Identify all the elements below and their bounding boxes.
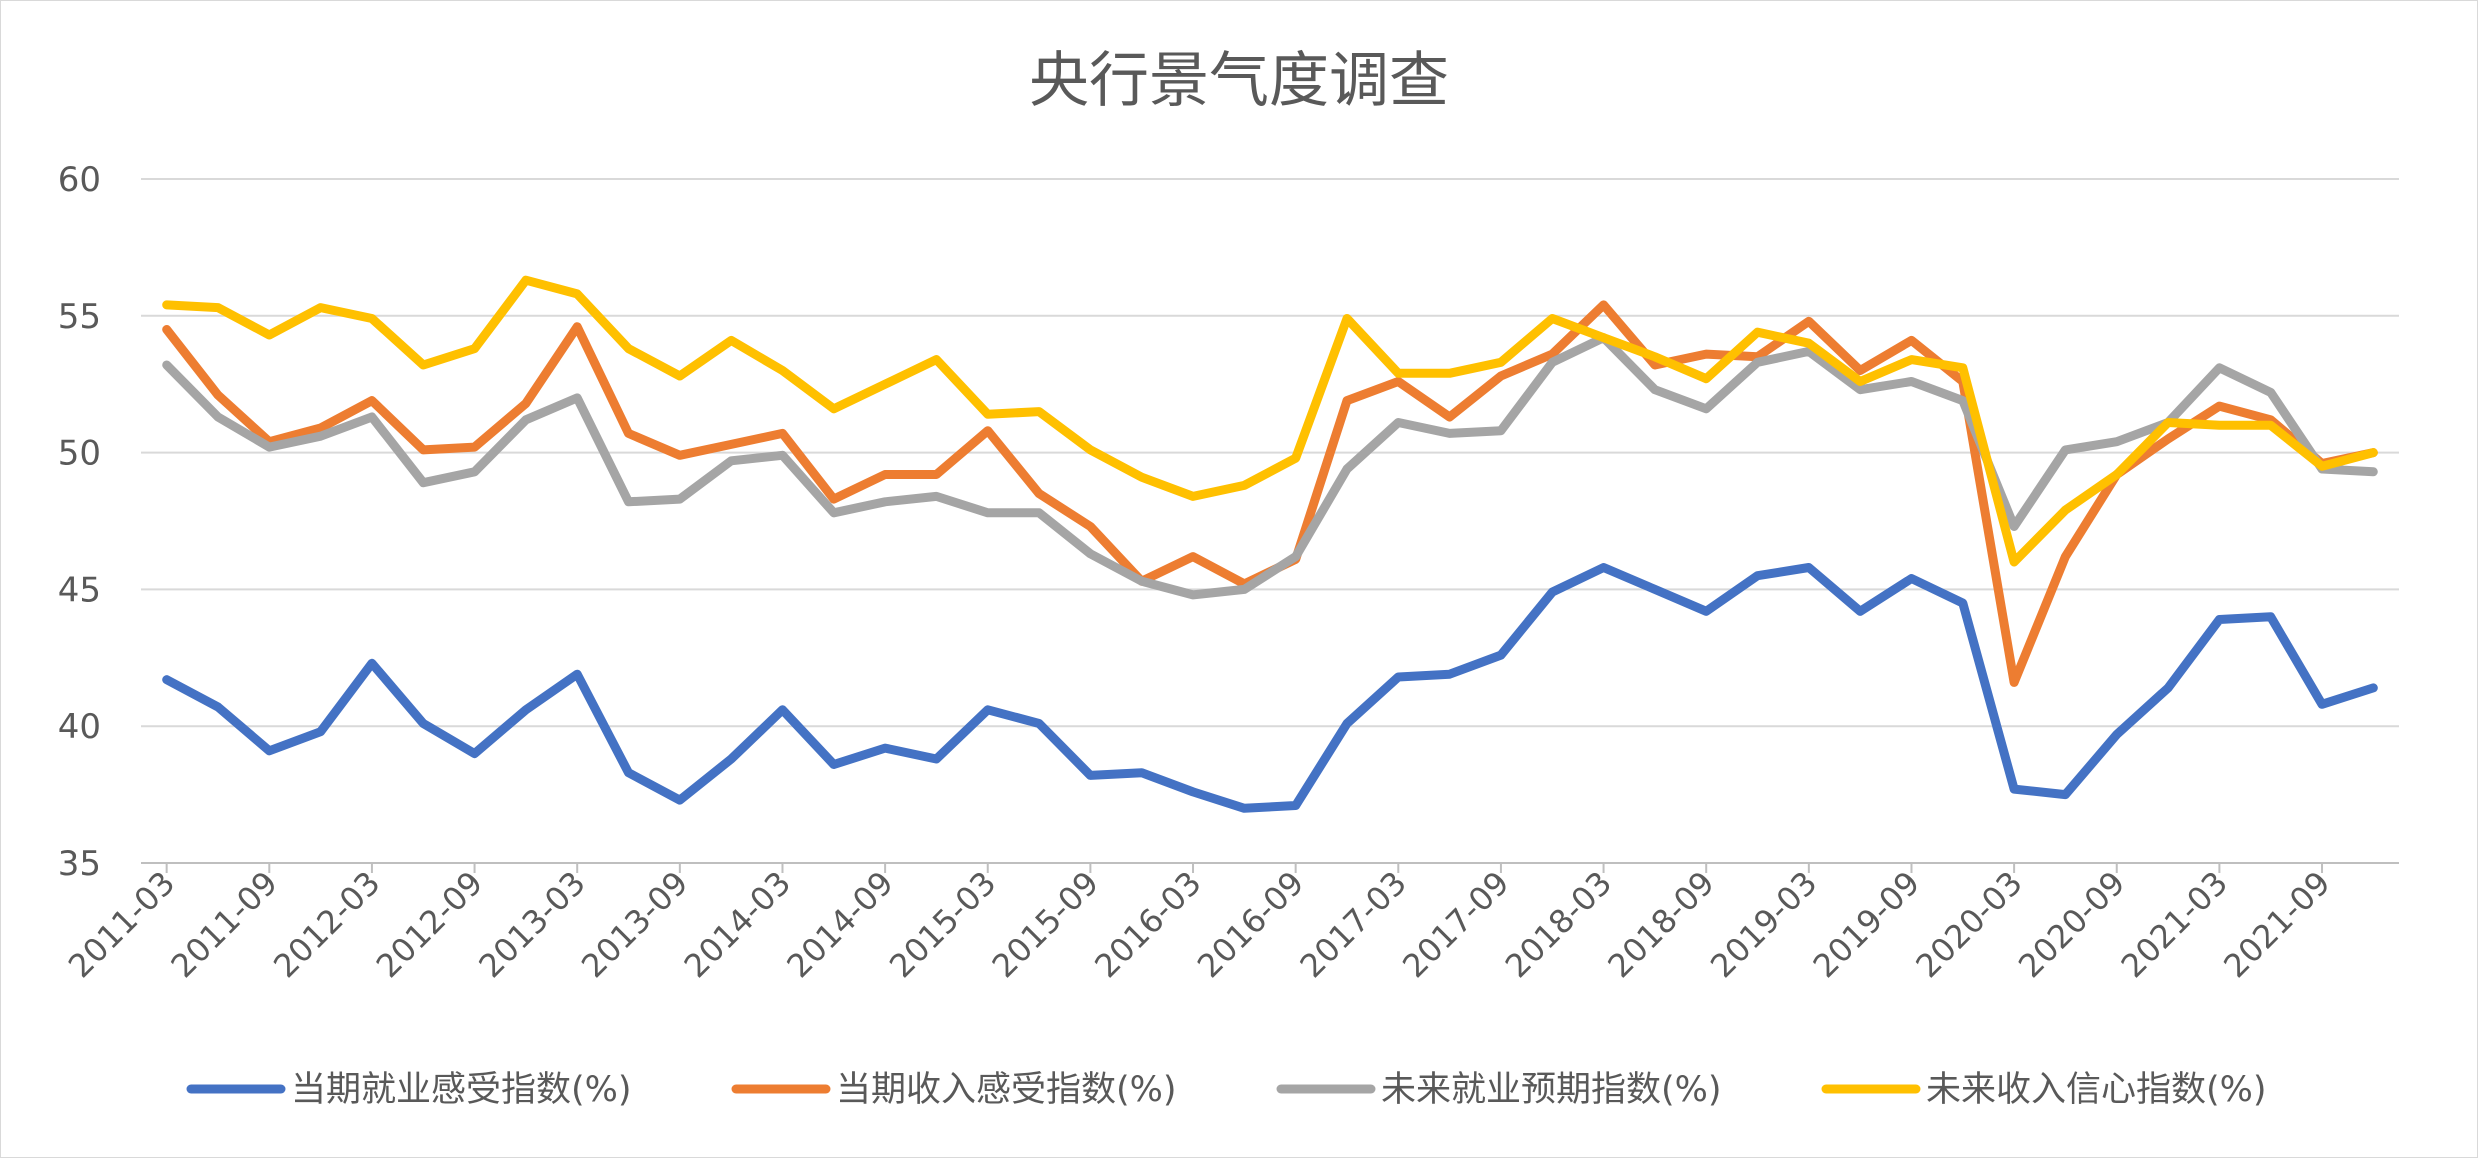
x-tick-label: 2016-09 [1190,864,1311,985]
x-tick-label: 2015-09 [985,864,1106,985]
x-tick-label: 2013-09 [574,864,695,985]
x-tick-label: 2012-03 [266,864,387,985]
x-tick-label: 2012-09 [369,864,490,985]
series-line-3 [162,333,2378,600]
x-tick-label: 2013-03 [471,864,592,985]
x-tick-label: 2019-03 [1703,864,1824,985]
y-axis-tick-labels: 35 40 45 50 55 60 [58,160,101,884]
gridlines [141,178,2399,728]
series-lines [162,275,2378,813]
legend-label-1: 当期就业感受指数(%) [291,1070,632,1110]
legend-label-3: 未来就业预期指数(%) [1381,1070,1722,1110]
y-tick-label: 60 [58,160,101,200]
y-tick-label: 40 [58,707,101,747]
legend: 当期就业感受指数(%) 当期收入感受指数(%) 未来就业预期指数(%) 未来收入信心指… [186,1070,2267,1110]
x-axis-tick-labels: 2011-032011-092012-032012-092013-032013-… [61,863,2338,985]
series-line-2 [162,300,2378,687]
x-tick-label: 2011-09 [164,864,285,985]
legend-label-4: 未来收入信心指数(%) [1926,1070,2267,1110]
x-tick-label: 2021-03 [2114,864,2235,985]
chart-title: 央行景气度调查 [1029,46,1449,116]
legend-label-2: 当期收入感受指数(%) [836,1070,1177,1110]
x-tick-label: 2017-09 [1395,864,1516,985]
x-tick-label: 2016-03 [1087,864,1208,985]
x-tick-label: 2020-09 [2011,864,2132,985]
y-tick-label: 55 [58,297,101,337]
x-tick-label: 2014-09 [779,864,900,985]
x-tick-label: 2018-09 [1600,864,1721,985]
x-tick-label: 2021-09 [2216,864,2337,985]
x-tick-label: 2015-03 [882,864,1003,985]
series-line-4 [162,275,2378,567]
y-tick-label: 45 [58,570,101,610]
series-line-1 [162,563,2378,813]
x-tick-label: 2018-03 [1498,864,1619,985]
y-tick-label: 35 [58,844,101,884]
x-tick-label: 2014-03 [677,864,798,985]
y-tick-label: 50 [58,434,101,474]
x-tick-label: 2020-03 [1908,864,2029,985]
x-tick-label: 2019-09 [1806,864,1927,985]
x-tick-label: 2017-03 [1293,864,1414,985]
